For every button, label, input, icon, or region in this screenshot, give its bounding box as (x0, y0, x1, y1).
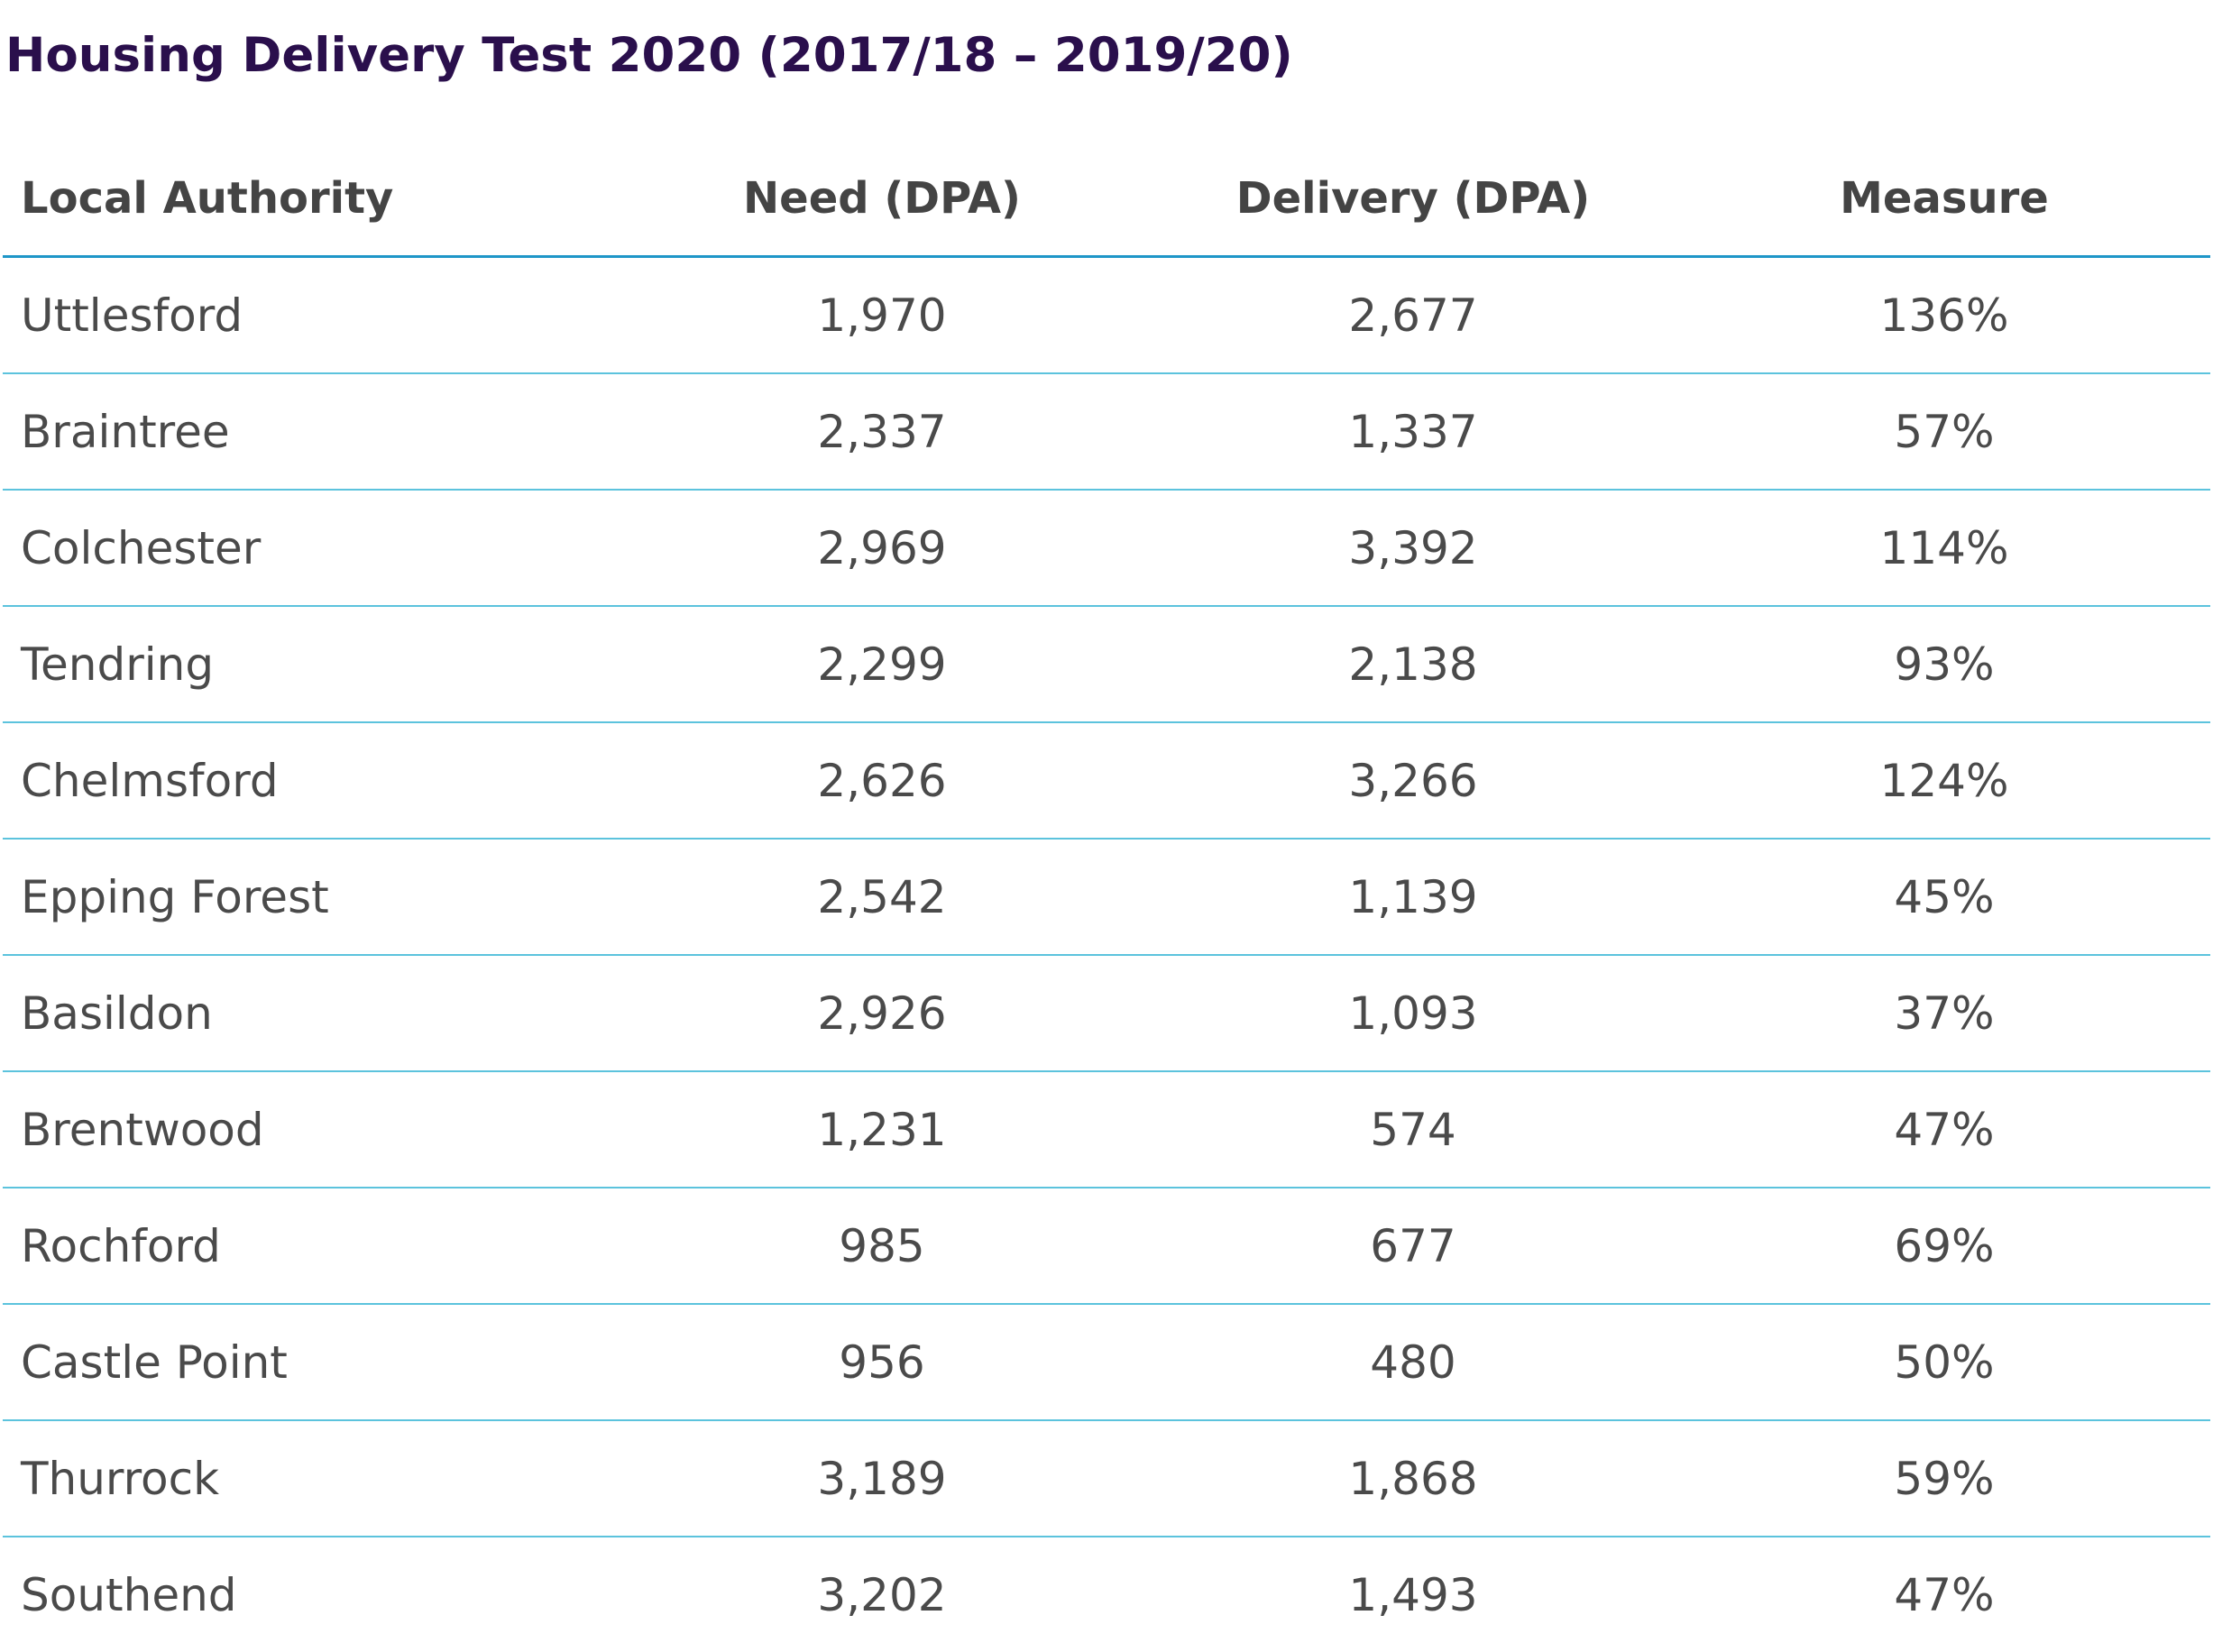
need-cell: 1,970 (616, 256, 1148, 374)
table-row: Rochford 985 677 69% (3, 1188, 2210, 1305)
delivery-cell: 480 (1148, 1304, 1678, 1421)
local-authority-cell: Chelmsford (3, 722, 616, 840)
measure-cell: 57% (1678, 373, 2210, 491)
need-cell: 985 (616, 1188, 1148, 1305)
delivery-cell: 3,392 (1148, 490, 1678, 607)
delivery-cell: 677 (1148, 1188, 1678, 1305)
delivery-cell: 1,493 (1348, 1568, 1478, 1621)
need-cell: 3,202 (817, 1568, 947, 1621)
delivery-cell: 1,093 (1148, 955, 1678, 1072)
delivery-cell: 574 (1148, 1071, 1678, 1189)
table-row: Southend 3,202 1,493 47% (3, 1537, 2210, 1652)
table-row: Uttlesford 1,970 2,677 136% (3, 256, 2210, 374)
local-authority-cell: Colchester (3, 490, 616, 607)
need-cell: 3,189 (616, 1420, 1148, 1537)
need-cell: 2,299 (616, 606, 1148, 723)
local-authority-cell: Southend (21, 1568, 237, 1621)
column-header-delivery: Delivery (DPA) (1148, 141, 1678, 258)
table-row: Braintree 2,337 1,337 57% (3, 373, 2210, 491)
table-row: Castle Point 956 480 50% (3, 1304, 2210, 1421)
measure-cell: 124% (1678, 722, 2210, 840)
measure-cell: 59% (1678, 1420, 2210, 1537)
need-cell: 1,231 (616, 1071, 1148, 1189)
delivery-cell: 1,337 (1148, 373, 1678, 491)
local-authority-cell: Basildon (3, 955, 616, 1072)
need-cell: 956 (616, 1304, 1148, 1421)
column-header-need: Need (DPA) (616, 141, 1148, 258)
delivery-cell: 1,139 (1148, 839, 1678, 956)
local-authority-cell: Castle Point (3, 1304, 616, 1421)
delivery-cell: 2,138 (1148, 606, 1678, 723)
measure-cell: 50% (1678, 1304, 2210, 1421)
measure-cell: 136% (1678, 256, 2210, 374)
table-row: Chelmsford 2,626 3,266 124% (3, 722, 2210, 840)
delivery-cell: 1,868 (1148, 1420, 1678, 1537)
local-authority-cell: Tendring (3, 606, 616, 723)
local-authority-cell: Braintree (3, 373, 616, 491)
measure-cell: 47% (1678, 1071, 2210, 1189)
table-row: Thurrock 3,189 1,868 59% (3, 1420, 2210, 1537)
measure-cell: 47% (1894, 1568, 1995, 1621)
delivery-cell: 2,677 (1148, 256, 1678, 374)
housing-delivery-table: Local Authority Need (DPA) Delivery (DPA… (3, 141, 2210, 1652)
measure-cell: 69% (1678, 1188, 2210, 1305)
local-authority-cell: Brentwood (3, 1071, 616, 1189)
local-authority-cell: Uttlesford (3, 256, 616, 374)
column-header-local-authority: Local Authority (3, 141, 616, 258)
measure-cell: 37% (1678, 955, 2210, 1072)
need-cell: 2,626 (616, 722, 1148, 840)
need-cell: 2,542 (616, 839, 1148, 956)
local-authority-cell: Rochford (3, 1188, 616, 1305)
local-authority-cell: Thurrock (3, 1420, 616, 1537)
local-authority-cell: Epping Forest (3, 839, 616, 956)
need-cell: 2,337 (616, 373, 1148, 491)
table-row: Epping Forest 2,542 1,139 45% (3, 839, 2210, 956)
measure-cell: 93% (1678, 606, 2210, 723)
need-cell: 2,969 (616, 490, 1148, 607)
table-row: Brentwood 1,231 574 47% (3, 1071, 2210, 1189)
need-cell: 2,926 (616, 955, 1148, 1072)
measure-cell: 45% (1678, 839, 2210, 956)
column-header-measure: Measure (1678, 141, 2210, 258)
delivery-cell: 3,266 (1148, 722, 1678, 840)
table-row: Basildon 2,926 1,093 37% (3, 955, 2210, 1072)
table-row: Tendring 2,299 2,138 93% (3, 606, 2210, 723)
table-row: Colchester 2,969 3,392 114% (3, 490, 2210, 607)
measure-cell: 114% (1678, 490, 2210, 607)
table-header-row: Local Authority Need (DPA) Delivery (DPA… (3, 141, 2210, 258)
page-title: Housing Delivery Test 2020 (2017/18 – 20… (5, 28, 1293, 83)
